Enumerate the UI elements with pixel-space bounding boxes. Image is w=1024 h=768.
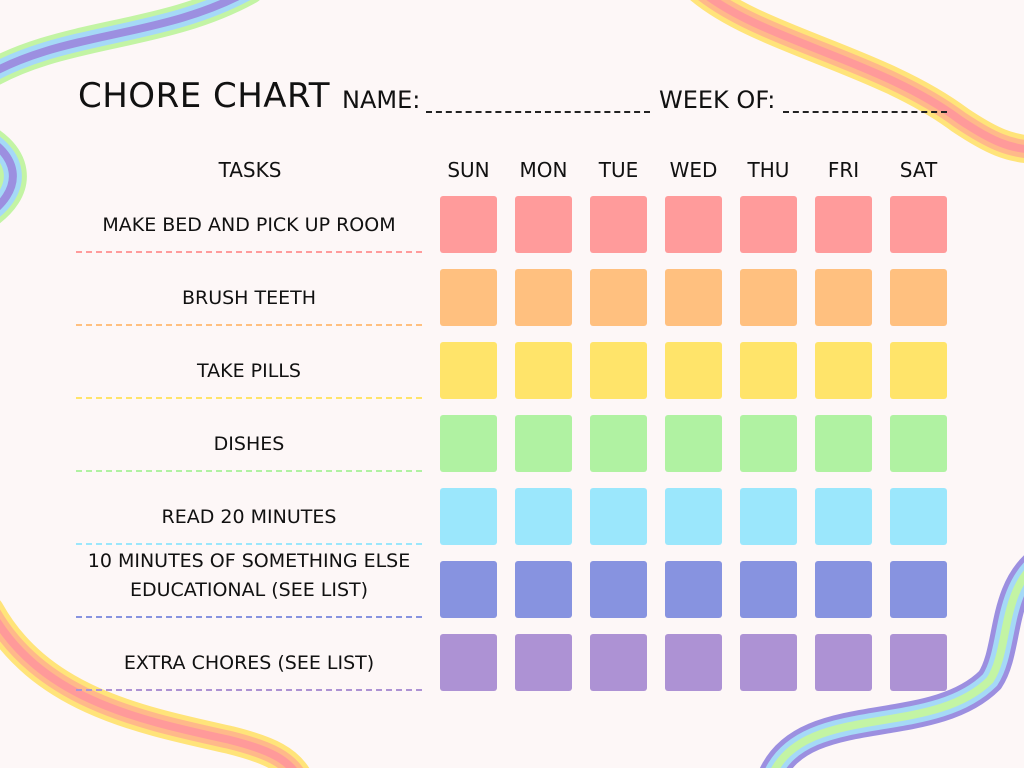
day-header-wed: WED <box>669 158 718 182</box>
task-label: BRUSH TEETH <box>76 284 422 313</box>
checkbox-mon[interactable] <box>515 415 572 472</box>
day-header-tue: TUE <box>598 158 639 182</box>
day-header-fri: FRI <box>827 158 860 182</box>
task-label-line: EDUCATIONAL (SEE LIST) <box>129 579 369 601</box>
checkbox-mon[interactable] <box>515 634 572 691</box>
checkbox-tue[interactable] <box>590 488 647 545</box>
task-underline <box>76 397 422 399</box>
checkbox-fri[interactable] <box>815 561 872 618</box>
checkbox-tue[interactable] <box>590 269 647 326</box>
checkbox-sun[interactable] <box>440 488 497 545</box>
checkbox-wed[interactable] <box>665 196 722 253</box>
checkbox-sun[interactable] <box>440 634 497 691</box>
day-header-mon: MON <box>519 158 568 182</box>
checkbox-thu[interactable] <box>740 561 797 618</box>
day-header-thu: THU <box>747 158 790 182</box>
checkbox-wed[interactable] <box>665 561 722 618</box>
task-label: EXTRA CHORES (SEE LIST) <box>76 649 422 678</box>
task-label-line: EXTRA CHORES (SEE LIST) <box>123 652 375 674</box>
checkbox-sat[interactable] <box>890 415 947 472</box>
checkbox-sat[interactable] <box>890 342 947 399</box>
checkbox-wed[interactable] <box>665 634 722 691</box>
task-underline <box>76 543 422 545</box>
checkbox-thu[interactable] <box>740 196 797 253</box>
checkbox-thu[interactable] <box>740 269 797 326</box>
checkbox-tue[interactable] <box>590 342 647 399</box>
checkbox-fri[interactable] <box>815 415 872 472</box>
task-underline <box>76 324 422 326</box>
checkbox-mon[interactable] <box>515 196 572 253</box>
checkbox-wed[interactable] <box>665 415 722 472</box>
checkbox-fri[interactable] <box>815 269 872 326</box>
task-label: TAKE PILLS <box>76 357 422 386</box>
checkbox-tue[interactable] <box>590 634 647 691</box>
task-label-line: DISHES <box>213 433 285 455</box>
checkbox-fri[interactable] <box>815 488 872 545</box>
week-of-label: WEEK OF: <box>659 86 776 114</box>
task-label-line: 10 MINUTES OF SOMETHING ELSE <box>87 550 411 572</box>
task-label-line: TAKE PILLS <box>197 360 301 382</box>
checkbox-mon[interactable] <box>515 269 572 326</box>
checkbox-sat[interactable] <box>890 269 947 326</box>
checkbox-fri[interactable] <box>815 342 872 399</box>
checkbox-sat[interactable] <box>890 634 947 691</box>
checkbox-fri[interactable] <box>815 634 872 691</box>
task-label-line: READ 20 MINUTES <box>161 506 337 528</box>
task-label-line: MAKE BED AND PICK UP ROOM <box>102 214 396 236</box>
checkbox-tue[interactable] <box>590 415 647 472</box>
week-of-field[interactable] <box>783 111 947 113</box>
checkbox-fri[interactable] <box>815 196 872 253</box>
checkbox-sun[interactable] <box>440 561 497 618</box>
task-label-line: BRUSH TEETH <box>181 287 317 309</box>
checkbox-mon[interactable] <box>515 488 572 545</box>
name-label: NAME: <box>342 86 421 114</box>
task-label: MAKE BED AND PICK UP ROOM <box>76 211 422 240</box>
page-title: CHORE CHART <box>78 76 330 116</box>
task-underline <box>76 470 422 472</box>
day-header-sun: SUN <box>447 158 490 182</box>
checkbox-thu[interactable] <box>740 342 797 399</box>
day-header-sat: SAT <box>899 158 938 182</box>
task-underline <box>76 251 422 253</box>
checkbox-thu[interactable] <box>740 488 797 545</box>
checkbox-sat[interactable] <box>890 488 947 545</box>
checkbox-thu[interactable] <box>740 415 797 472</box>
checkbox-tue[interactable] <box>590 561 647 618</box>
checkbox-wed[interactable] <box>665 269 722 326</box>
checkbox-sun[interactable] <box>440 196 497 253</box>
name-field[interactable] <box>426 111 650 113</box>
checkbox-sun[interactable] <box>440 342 497 399</box>
task-label: 10 MINUTES OF SOMETHING ELSE EDUCATIONAL … <box>76 547 422 605</box>
checkbox-tue[interactable] <box>590 196 647 253</box>
task-underline <box>76 689 422 691</box>
task-label: READ 20 MINUTES <box>76 503 422 532</box>
checkbox-sun[interactable] <box>440 415 497 472</box>
tasks-header: TASKS <box>218 158 282 182</box>
checkbox-sat[interactable] <box>890 196 947 253</box>
checkbox-sat[interactable] <box>890 561 947 618</box>
checkbox-mon[interactable] <box>515 561 572 618</box>
checkbox-wed[interactable] <box>665 488 722 545</box>
checkbox-mon[interactable] <box>515 342 572 399</box>
checkbox-thu[interactable] <box>740 634 797 691</box>
task-label: DISHES <box>76 430 422 459</box>
checkbox-sun[interactable] <box>440 269 497 326</box>
task-underline <box>76 616 422 618</box>
checkbox-wed[interactable] <box>665 342 722 399</box>
